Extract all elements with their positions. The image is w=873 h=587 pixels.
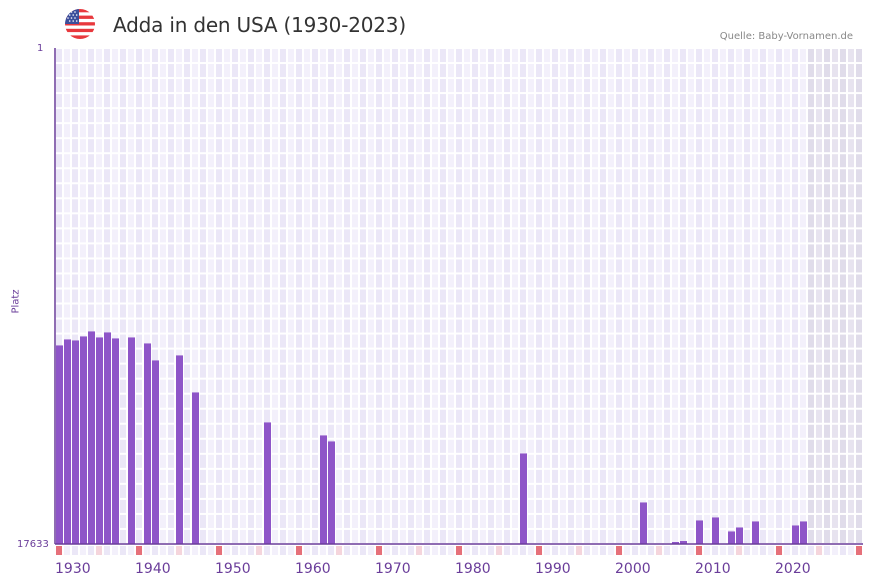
bar-2003 xyxy=(640,502,647,544)
bar-2023 xyxy=(800,521,807,544)
bar-1930 xyxy=(56,345,63,544)
year-marker xyxy=(656,546,662,555)
x-tick-1930: 1930 xyxy=(55,561,91,577)
bar-2017 xyxy=(752,521,759,544)
source-credit: Quelle: Baby-Vornamen.de xyxy=(719,31,853,42)
bar-2015 xyxy=(736,527,743,544)
year-marker xyxy=(696,546,702,555)
year-marker xyxy=(136,546,142,555)
year-marker xyxy=(376,546,382,555)
bar-1956 xyxy=(264,422,271,544)
x-tick-1950: 1950 xyxy=(215,561,251,577)
bar-2008 xyxy=(680,541,687,544)
usa-flag-icon xyxy=(65,9,95,39)
year-marker xyxy=(296,546,302,555)
bar-1988 xyxy=(520,453,527,544)
bar-1947 xyxy=(192,392,199,544)
x-tick-2020: 2020 xyxy=(775,561,811,577)
bar-1932 xyxy=(72,340,79,544)
bar-1935 xyxy=(96,337,103,544)
y-axis-label: Platz xyxy=(10,289,22,314)
bar-2010 xyxy=(696,520,703,544)
bar-2014 xyxy=(728,531,735,544)
year-marker xyxy=(56,546,62,555)
bar-1931 xyxy=(64,339,71,544)
x-tick-1970: 1970 xyxy=(375,561,411,577)
x-tick-1940: 1940 xyxy=(135,561,171,577)
year-marker xyxy=(776,546,782,555)
y-tick-bottom: 17633 xyxy=(17,539,49,550)
bar-2012 xyxy=(712,517,719,544)
bar-1941 xyxy=(144,343,151,544)
bar-1945 xyxy=(176,355,183,544)
year-marker xyxy=(256,546,262,555)
year-marker xyxy=(616,546,622,555)
bar-2022 xyxy=(792,525,799,544)
year-marker xyxy=(536,546,542,555)
year-marker xyxy=(456,546,462,555)
x-tick-1990: 1990 xyxy=(535,561,571,577)
x-tick-1980: 1980 xyxy=(455,561,491,577)
chart-title: Adda in den USA (1930-2023) xyxy=(113,13,406,37)
bar-1933 xyxy=(80,336,87,544)
year-marker xyxy=(496,546,502,555)
year-marker xyxy=(416,546,422,555)
year-marker xyxy=(816,546,822,555)
year-marker xyxy=(576,546,582,555)
year-marker xyxy=(176,546,182,555)
x-tick-2010: 2010 xyxy=(695,561,731,577)
plot-area xyxy=(54,48,863,555)
y-tick-top: 1 xyxy=(37,43,44,54)
bar-1937 xyxy=(112,338,119,544)
year-marker xyxy=(736,546,742,555)
year-marker xyxy=(216,546,222,555)
x-tick-1960: 1960 xyxy=(295,561,331,577)
bar-1939 xyxy=(128,337,135,544)
bar-1936 xyxy=(104,332,111,544)
bar-1963 xyxy=(320,435,327,544)
bar-1934 xyxy=(88,331,95,544)
year-marker xyxy=(96,546,102,555)
bar-1964 xyxy=(328,441,335,544)
x-tick-2000: 2000 xyxy=(615,561,651,577)
bar-1942 xyxy=(152,360,159,544)
year-marker xyxy=(336,546,342,555)
year-marker xyxy=(856,546,862,555)
bar-2007 xyxy=(672,542,679,544)
